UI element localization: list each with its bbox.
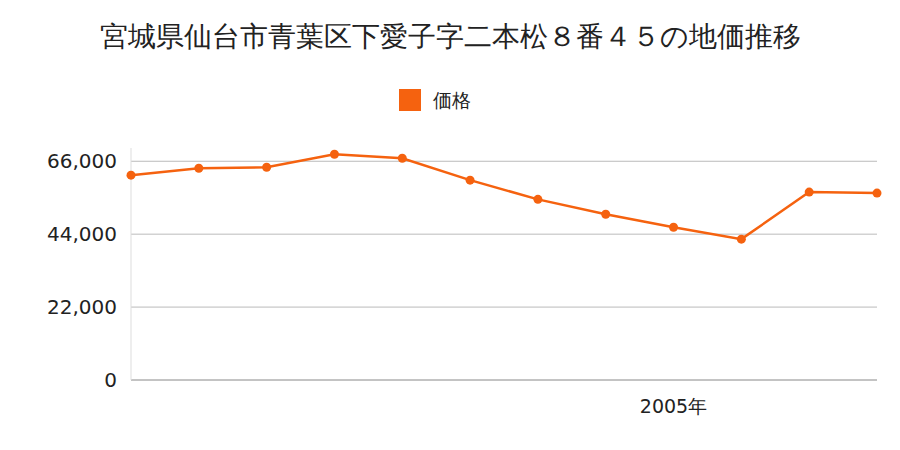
point [737,235,746,244]
plot [127,150,882,244]
point [805,188,814,197]
legend-swatch [399,89,421,111]
point [466,176,475,185]
point [262,163,271,172]
y-tick-label: 22,000 [47,295,117,319]
point [669,223,678,232]
y-axis-line [131,148,132,380]
point [873,189,882,198]
grid-line [131,307,877,308]
point [127,171,136,180]
y-tick-label: 44,000 [47,222,117,246]
point [398,154,407,163]
grid-line [131,161,877,162]
point [330,150,339,159]
grid-line [131,234,877,235]
point [601,210,610,219]
y-tick-label: 66,000 [47,149,117,173]
grid-line [131,380,877,381]
legend-label: 価格 [433,89,471,111]
y-tick-label: 0 [104,368,117,392]
x-tick-label: 2005年 [640,395,707,417]
chart: 宮城県仙台市青葉区下愛子字二本松８番４５の地価推移 0 22,000 44,000 66… [0,0,900,450]
point [194,164,203,173]
line [131,154,877,239]
point [533,195,542,204]
title: 宮城県仙台市青葉区下愛子字二本松８番４５の地価推移 [100,20,801,53]
